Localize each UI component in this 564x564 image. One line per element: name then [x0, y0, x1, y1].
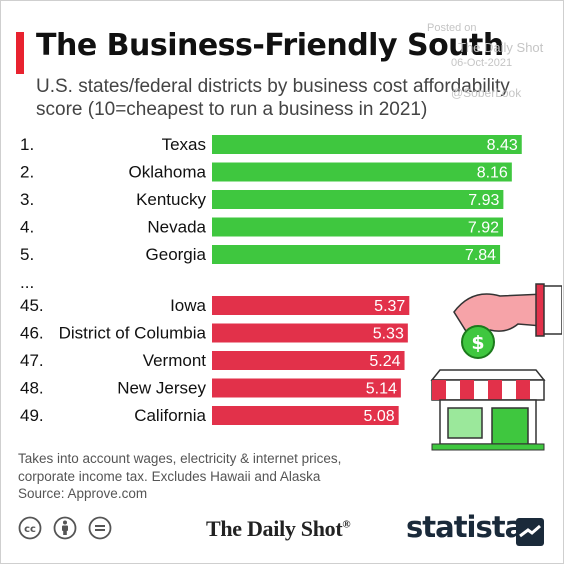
- watermark-source: The Daily Shot: [458, 40, 544, 55]
- rank-label: 47.: [20, 351, 44, 370]
- value-label: 5.08: [364, 408, 395, 425]
- rank-label: 1.: [20, 135, 34, 154]
- bar: [212, 217, 504, 237]
- attribution-icon[interactable]: [53, 516, 77, 540]
- watermark-handle: @SoberLook: [451, 86, 522, 100]
- bar: [212, 406, 399, 425]
- category-label: Georgia: [146, 245, 207, 264]
- value-label: 5.14: [366, 381, 397, 398]
- value-label: 5.37: [374, 298, 405, 315]
- title-accent-bar: [16, 32, 24, 74]
- value-label: 5.33: [373, 326, 404, 343]
- chart-subtitle: U.S. states/federal districts by busines…: [36, 76, 510, 120]
- rank-label: 2.: [20, 163, 34, 182]
- rank-label: 46.: [20, 324, 44, 343]
- value-label: 8.43: [487, 137, 518, 154]
- value-label: 7.92: [468, 220, 499, 237]
- dailyshot-registered-mark: ®: [342, 518, 351, 531]
- category-label: Nevada: [147, 218, 206, 237]
- watermark-posted: Posted on: [427, 22, 477, 34]
- rank-label: 45.: [20, 296, 44, 315]
- value-label: 7.93: [468, 192, 499, 209]
- value-label: 8.16: [477, 165, 508, 182]
- rank-label: 5.: [20, 245, 34, 264]
- chart-source: Source: Approve.com: [18, 486, 148, 501]
- value-label: 7.84: [465, 247, 496, 264]
- no-derivatives-icon[interactable]: [88, 516, 112, 540]
- storefront-icon: [430, 369, 546, 451]
- watermark-date: 06-Oct-2021: [451, 57, 513, 69]
- category-label: Vermont: [143, 351, 207, 370]
- ellipsis-label: ...: [20, 273, 34, 292]
- bar: [212, 378, 401, 398]
- dailyshot-logo-text: The Daily Shot: [206, 516, 343, 541]
- category-label: Kentucky: [136, 190, 206, 209]
- value-label: 5.24: [369, 353, 400, 370]
- shop-and-coin-illustration: $: [430, 283, 562, 451]
- rank-label: 48.: [20, 379, 44, 398]
- category-label: District of Columbia: [59, 324, 207, 343]
- bar: [212, 323, 408, 343]
- bar: [212, 135, 522, 154]
- chart-note: Takes into account wages, electricity & …: [18, 451, 342, 484]
- category-label: Texas: [162, 135, 206, 154]
- category-label: New Jersey: [117, 379, 206, 398]
- statista-logo-icon[interactable]: [516, 518, 544, 546]
- hand-with-coin-icon: $: [453, 283, 562, 359]
- chart-title: The Business-Friendly South: [36, 28, 504, 63]
- category-label: Iowa: [170, 296, 206, 315]
- statista-logo-text[interactable]: statista: [406, 510, 524, 544]
- category-label: California: [134, 406, 206, 425]
- bar: [212, 162, 512, 182]
- bar: [212, 351, 405, 370]
- svg-text:$: $: [471, 332, 484, 354]
- rank-label: 4.: [20, 218, 34, 237]
- bar: [212, 190, 504, 209]
- dailyshot-logo[interactable]: The Daily Shot®: [206, 516, 351, 542]
- bar: [212, 296, 410, 315]
- bar: [212, 245, 501, 264]
- svg-text:cc: cc: [24, 524, 36, 535]
- category-label: Oklahoma: [129, 163, 207, 182]
- rank-label: 49.: [20, 406, 44, 425]
- cc-icon[interactable]: cc: [18, 516, 42, 540]
- rank-label: 3.: [20, 190, 34, 209]
